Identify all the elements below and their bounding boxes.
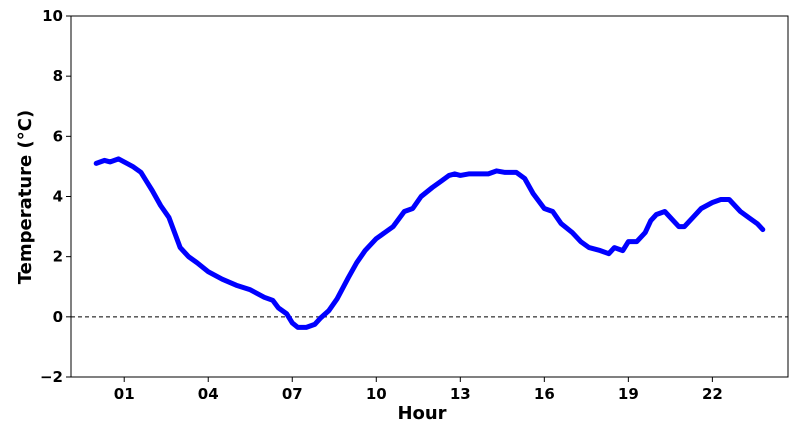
x-tick-label: 22 bbox=[702, 385, 723, 403]
y-tick-label: 10 bbox=[42, 7, 63, 25]
x-tick-label: 16 bbox=[534, 385, 555, 403]
x-axis-label: Hour bbox=[397, 403, 446, 424]
y-tick-label: 0 bbox=[53, 308, 63, 326]
y-tick-label: 6 bbox=[53, 127, 63, 145]
x-tick-label: 04 bbox=[198, 385, 219, 403]
plot-area: −2 0 2 4 6 8 10 01 04 07 10 13 16 19 22 bbox=[40, 7, 789, 403]
x-tick-label: 10 bbox=[366, 385, 387, 403]
x-tick-label: 19 bbox=[618, 385, 639, 403]
y-tick-label: −2 bbox=[40, 368, 63, 386]
y-axis-label: Temperature (°C) bbox=[15, 110, 36, 284]
y-tick-label: 8 bbox=[53, 67, 63, 85]
x-tick-label: 01 bbox=[114, 385, 135, 403]
y-tick-label: 2 bbox=[53, 248, 63, 266]
y-tick-label: 4 bbox=[53, 188, 63, 206]
plot-frame bbox=[70, 15, 789, 378]
x-tick-label: 07 bbox=[282, 385, 303, 403]
temperature-series-line bbox=[93, 156, 766, 330]
x-tick-label: 13 bbox=[450, 385, 471, 403]
